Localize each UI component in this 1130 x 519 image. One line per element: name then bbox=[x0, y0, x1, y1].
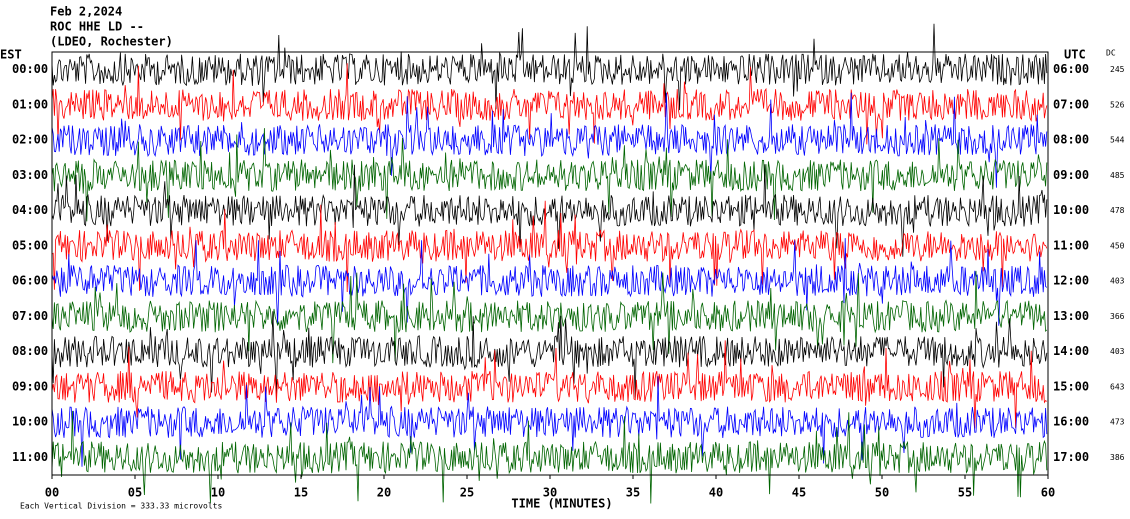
trace bbox=[51, 200, 1048, 293]
title-line: Feb 2,2024 bbox=[50, 5, 122, 19]
trace bbox=[51, 63, 1048, 145]
left-time-label: 09:00 bbox=[12, 379, 48, 393]
dc-value: 386 bbox=[1110, 453, 1125, 462]
dc-value: 478 bbox=[1110, 206, 1125, 215]
x-tick-label: 50 bbox=[875, 486, 889, 500]
dc-value: 403 bbox=[1110, 277, 1125, 286]
trace bbox=[51, 238, 1048, 326]
right-time-label: 06:00 bbox=[1053, 62, 1089, 76]
right-time-label: 08:00 bbox=[1053, 133, 1089, 147]
trace bbox=[51, 270, 1048, 364]
right-time-label: 07:00 bbox=[1053, 97, 1089, 111]
trace bbox=[51, 164, 1048, 257]
right-time-label: 14:00 bbox=[1053, 344, 1089, 358]
left-axis-label: EST bbox=[0, 48, 22, 62]
right-time-label: 16:00 bbox=[1053, 415, 1089, 429]
title-line: (LDEO, Rochester) bbox=[50, 35, 173, 49]
right-time-label: 10:00 bbox=[1053, 203, 1089, 217]
trace bbox=[51, 376, 1048, 467]
right-time-label: 13:00 bbox=[1053, 309, 1089, 323]
dc-value: 450 bbox=[1110, 241, 1125, 250]
left-time-label: 10:00 bbox=[12, 415, 48, 429]
x-tick-label: 05 bbox=[128, 486, 142, 500]
right-time-label: 17:00 bbox=[1053, 450, 1089, 464]
x-tick-label: 30 bbox=[543, 486, 557, 500]
dc-value: 245 bbox=[1110, 65, 1125, 74]
right-axis-label: UTC bbox=[1064, 48, 1086, 62]
trace bbox=[51, 311, 1048, 398]
x-tick-label: 60 bbox=[1041, 486, 1055, 500]
trace bbox=[51, 410, 1048, 504]
left-time-label: 06:00 bbox=[12, 274, 48, 288]
left-time-label: 01:00 bbox=[12, 97, 48, 111]
right-time-label: 09:00 bbox=[1053, 168, 1089, 182]
footnote: Each Vertical Division = 333.33 microvol… bbox=[20, 502, 222, 511]
right-time-label: 11:00 bbox=[1053, 238, 1089, 252]
left-time-label: 05:00 bbox=[12, 238, 48, 252]
left-time-label: 02:00 bbox=[12, 133, 48, 147]
x-axis-label: TIME (MINUTES) bbox=[511, 497, 612, 511]
x-tick-label: 20 bbox=[377, 486, 391, 500]
left-time-label: 11:00 bbox=[12, 450, 48, 464]
x-tick-label: 10 bbox=[211, 486, 225, 500]
dc-value: 544 bbox=[1110, 136, 1125, 145]
left-time-label: 03:00 bbox=[12, 168, 48, 182]
x-tick-label: 15 bbox=[294, 486, 308, 500]
x-tick-label: 55 bbox=[958, 486, 972, 500]
right-time-label: 12:00 bbox=[1053, 274, 1089, 288]
trace bbox=[51, 92, 1048, 188]
left-time-label: 04:00 bbox=[12, 203, 48, 217]
x-tick-label: 35 bbox=[626, 486, 640, 500]
left-time-label: 00:00 bbox=[12, 62, 48, 76]
trace bbox=[51, 23, 1048, 111]
left-time-label: 08:00 bbox=[12, 344, 48, 358]
x-tick-label: 00 bbox=[45, 486, 59, 500]
left-time-label: 07:00 bbox=[12, 309, 48, 323]
dc-value: 526 bbox=[1110, 100, 1125, 109]
dc-value: 473 bbox=[1110, 418, 1125, 427]
right-time-label: 15:00 bbox=[1053, 379, 1089, 393]
title-line: ROC HHE LD -- bbox=[50, 20, 144, 34]
dc-value: 485 bbox=[1110, 171, 1125, 180]
trace bbox=[51, 340, 1048, 429]
dc-label: DC bbox=[1106, 49, 1116, 58]
dc-value: 403 bbox=[1110, 347, 1125, 356]
x-tick-label: 40 bbox=[709, 486, 723, 500]
traces bbox=[51, 23, 1048, 504]
trace bbox=[51, 128, 1048, 222]
dc-value: 643 bbox=[1110, 382, 1125, 391]
x-tick-label: 45 bbox=[792, 486, 806, 500]
x-tick-label: 25 bbox=[460, 486, 474, 500]
dc-value: 366 bbox=[1110, 312, 1125, 321]
